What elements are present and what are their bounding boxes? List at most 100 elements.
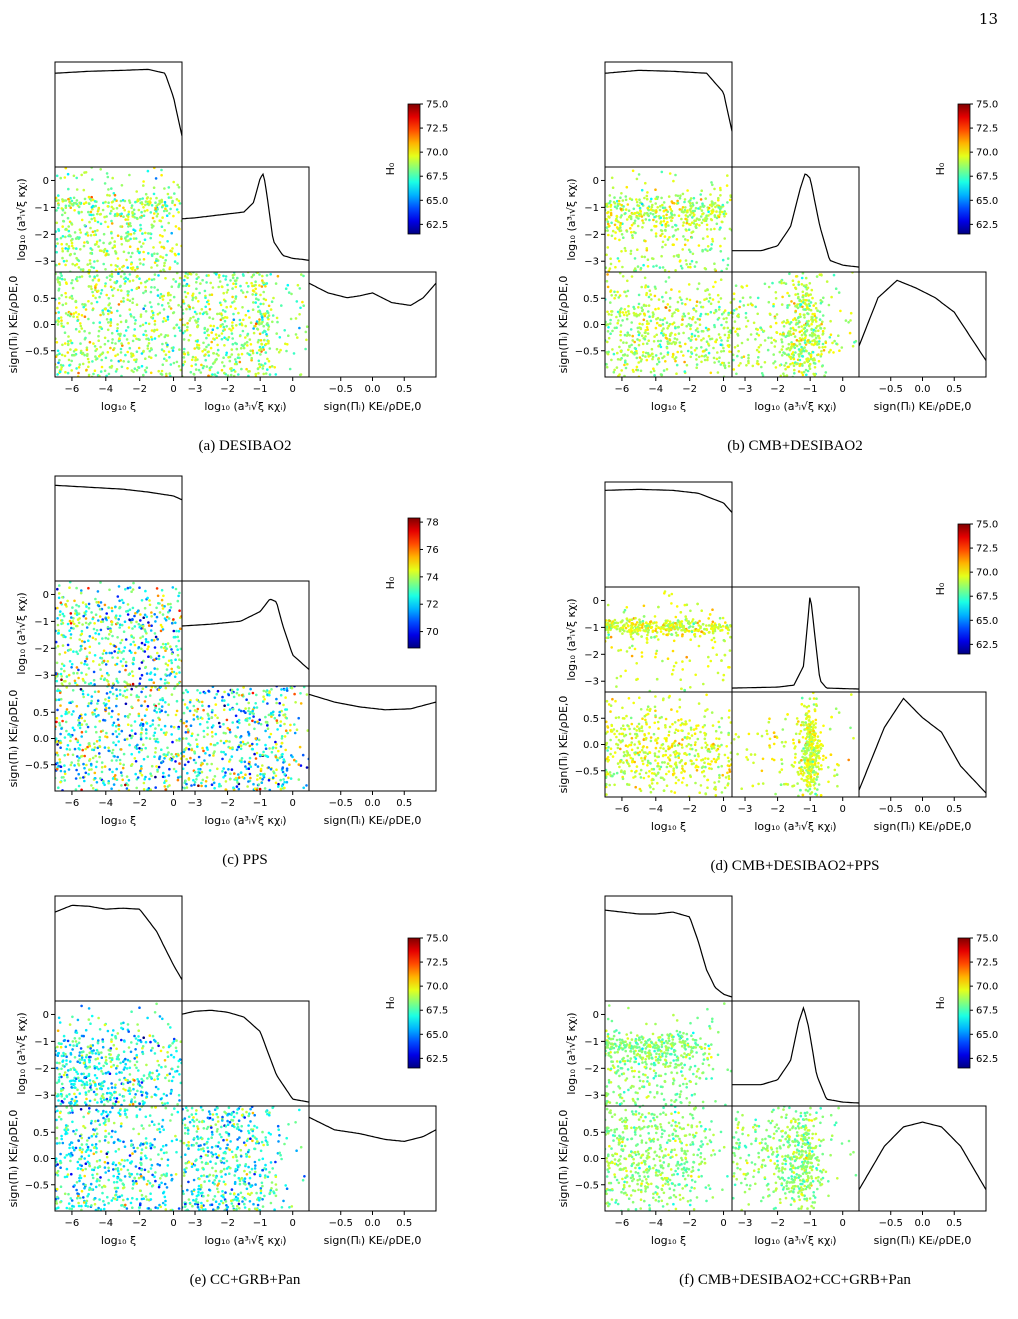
scatter-point [679, 194, 682, 197]
colorbar-gradient [957, 103, 971, 235]
scatter-point [785, 321, 788, 325]
scatter-point [695, 358, 698, 361]
scatter-point [264, 372, 268, 375]
scatter-point [202, 341, 205, 345]
scatter-point [90, 217, 93, 221]
scatter-point [93, 622, 96, 625]
scatter-point [653, 285, 657, 289]
scatter-point [654, 235, 658, 238]
scatter-point [104, 200, 107, 204]
scatter-point [639, 327, 643, 331]
scatter-point [129, 643, 133, 646]
scatter-point [162, 655, 165, 659]
scatter-point [110, 236, 114, 240]
scatter-point [648, 218, 651, 222]
scatter-point [257, 298, 260, 302]
scatter-point [161, 216, 164, 219]
scatter-point [166, 663, 170, 667]
scatter-point [141, 722, 145, 726]
scatter-point [175, 739, 178, 742]
scatter-point [143, 238, 147, 241]
scatter-point [244, 773, 247, 776]
scatter-point [798, 355, 801, 358]
scatter-point [652, 265, 655, 268]
scatter-point [256, 774, 259, 777]
x-tick-label: 0 [720, 384, 726, 395]
scatter-point [261, 320, 264, 324]
scatter-point [782, 320, 786, 323]
scatter-point [656, 339, 660, 343]
scatter-point [261, 753, 264, 757]
scatter-point [157, 657, 161, 661]
scatter-point [161, 604, 164, 607]
scatter-point [194, 356, 197, 359]
scatter-point [71, 297, 74, 300]
scatter-point [674, 228, 677, 232]
scatter-point [774, 297, 778, 300]
scatter-point [782, 325, 786, 328]
scatter-point [722, 311, 726, 314]
scatter-point [216, 326, 219, 330]
scatter-point [147, 232, 150, 235]
scatter-point [116, 213, 120, 216]
scatter-point [793, 372, 796, 375]
scatter-point [806, 360, 810, 364]
scatter-point [132, 237, 136, 240]
scatter-point [625, 334, 629, 337]
scatter-point [660, 223, 664, 227]
scatter-point [703, 358, 707, 362]
scatter-point [613, 205, 617, 208]
scatter-point [144, 665, 148, 669]
scatter-point [781, 345, 785, 348]
scatter-point [187, 747, 191, 751]
scatter-point [661, 356, 664, 360]
scatter-point [130, 729, 134, 732]
scatter-point [652, 369, 656, 373]
scatter-point [159, 698, 162, 702]
scatter-point [256, 367, 260, 371]
scatter-point [152, 639, 156, 642]
scatter-point [97, 619, 100, 622]
scatter-point [627, 215, 631, 219]
scatter-point [263, 314, 267, 318]
y-axis-label: sign(Πᵢ) KEᵢ/ρDE,0 [7, 276, 20, 374]
scatter-point [280, 688, 283, 691]
scatter-point [283, 688, 286, 692]
scatter-point [93, 746, 97, 749]
scatter-point [655, 210, 658, 213]
scatter-point [632, 370, 635, 373]
scatter-point [641, 226, 644, 229]
scatter-point [662, 216, 666, 220]
x-axis-label: sign(Πᵢ) KEᵢ/ρDE,0 [874, 400, 972, 413]
scatter-point [94, 725, 97, 729]
scatter-point [624, 290, 627, 294]
scatter-point [174, 770, 178, 773]
scatter-point [101, 652, 105, 655]
scatter-point [95, 760, 99, 764]
scatter-point [750, 303, 754, 307]
scatter-point [62, 664, 66, 667]
scatter-point [150, 338, 154, 341]
scatter-point [90, 287, 93, 291]
scatter-point [197, 368, 201, 372]
scatter-point [240, 760, 243, 764]
scatter-point [92, 670, 96, 674]
scatter-point [186, 771, 189, 775]
scatter-point [225, 291, 229, 294]
scatter-point [167, 751, 170, 754]
scatter-point [140, 767, 143, 770]
scatter-point [159, 629, 163, 633]
scatter-point [689, 210, 693, 213]
scatter-point [85, 673, 88, 676]
colorbar-tick-label: 74 [426, 572, 439, 583]
scatter-point [59, 704, 62, 707]
scatter-point [778, 364, 782, 367]
scatter-point [58, 760, 62, 764]
scatter-point [222, 722, 225, 726]
scatter-point [88, 744, 92, 748]
scatter-point [102, 262, 105, 266]
scatter-point [193, 347, 196, 350]
scatter-point [84, 659, 87, 663]
scatter-point [790, 342, 794, 346]
scatter-point [150, 316, 153, 319]
